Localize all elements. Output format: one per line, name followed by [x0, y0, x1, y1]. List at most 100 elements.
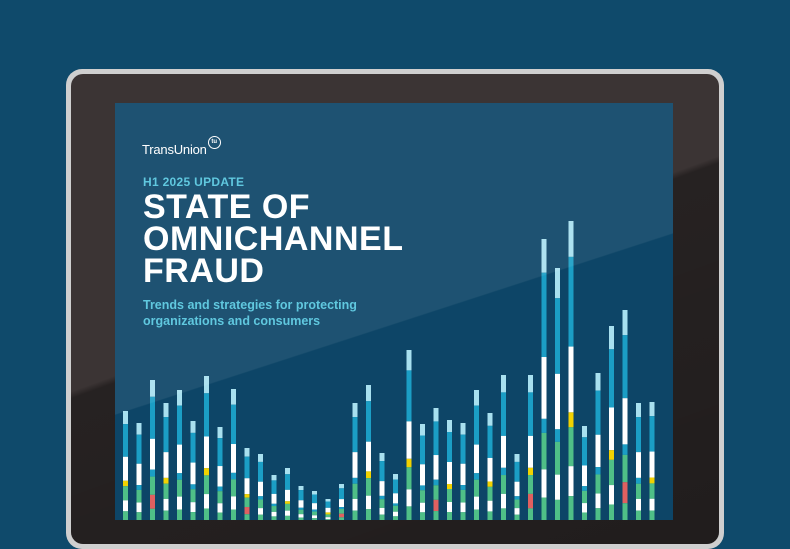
bar-segment [555, 441, 560, 475]
bar-segment [123, 500, 128, 512]
bar-segment [420, 464, 425, 486]
bar-segment [366, 385, 371, 402]
bar-segment [352, 477, 358, 484]
bar-segment [217, 512, 223, 520]
bar-segment [150, 469, 155, 477]
bar-segment [150, 494, 155, 509]
bar-segment [136, 489, 142, 503]
bar-segment [123, 486, 128, 501]
bar-segment [244, 497, 250, 508]
bar-segment [501, 493, 506, 509]
bar-segment [406, 350, 412, 371]
bar-segment [636, 477, 641, 484]
bar-segment [406, 467, 412, 490]
bar-segment [123, 480, 128, 487]
bar-segment [271, 493, 277, 504]
bar-segment [622, 310, 628, 336]
bar-segment [595, 434, 601, 468]
bar-segment [514, 508, 520, 515]
bar-segment [231, 479, 236, 497]
bar-segment [312, 511, 317, 516]
bar-segment [339, 499, 344, 508]
bar-segment [528, 435, 533, 468]
bar-segment [420, 485, 425, 491]
bar-segment [177, 405, 182, 445]
bar-segment [609, 450, 614, 460]
bar-segment [285, 510, 290, 516]
bar-segment [258, 481, 263, 497]
bar-segment [204, 376, 209, 394]
bar-segment [298, 509, 304, 515]
bar-segment [366, 495, 371, 510]
bar-segment [649, 477, 655, 484]
bar-segment [541, 418, 547, 433]
bar-segment [177, 473, 182, 480]
bar-segment [285, 515, 290, 520]
bar-segment [474, 444, 479, 474]
bar-segment [420, 512, 425, 520]
bar-segment [595, 508, 601, 520]
bar-segment [123, 411, 128, 425]
bar-segment [352, 403, 358, 418]
bar-segment [460, 485, 466, 490]
bar-segment [447, 489, 452, 502]
bar-segment [379, 507, 385, 515]
bar-segment [258, 496, 263, 500]
bar-segment [298, 490, 304, 501]
bar-segment [609, 349, 614, 408]
bar-segment [582, 426, 587, 438]
bar-segment [433, 511, 439, 520]
bar-segment [325, 517, 331, 520]
title-line: FRAUD [143, 252, 265, 290]
bar-segment [636, 403, 641, 418]
report-cover: TransUnion tu H1 2025 UPDATE STATE OF OM… [115, 103, 673, 520]
bar-segment [271, 503, 277, 507]
bar-segment [595, 493, 601, 509]
bar-segment [217, 503, 223, 513]
bar-segment [609, 459, 614, 486]
bar-segment [568, 256, 574, 347]
bar-segment [541, 272, 547, 358]
bar-segment [325, 514, 331, 518]
bar-segment [298, 486, 304, 491]
bar-segment [163, 403, 169, 418]
transunion-logo: TransUnion tu [142, 136, 221, 157]
bar-segment [136, 463, 142, 486]
bar-segment [568, 496, 574, 520]
bar-segment [541, 239, 547, 273]
bar-segment [447, 502, 452, 512]
bar-segment [312, 494, 317, 504]
bar-segment [312, 509, 317, 512]
bar-segment [352, 510, 358, 520]
bar-segment [393, 493, 398, 504]
bar-segment [271, 506, 277, 512]
bar-segment [582, 486, 587, 491]
bar-segment [379, 453, 385, 462]
bar-segment [474, 509, 479, 520]
bar-segment [420, 435, 425, 465]
bar-segment [150, 396, 155, 439]
bar-segment [163, 510, 169, 520]
bar-segment [379, 499, 385, 508]
bar-segment [433, 408, 439, 422]
bar-segment [190, 502, 196, 513]
bar-segment [244, 456, 250, 479]
bar-segment [514, 514, 520, 520]
bar-segment [393, 511, 398, 517]
bar-segment [393, 474, 398, 480]
bar-segment [595, 373, 601, 391]
bar-segment [501, 435, 506, 468]
bar-segment [474, 473, 479, 480]
bar-segment [636, 498, 641, 511]
bar-segment [339, 509, 344, 514]
bar-segment [474, 496, 479, 510]
bar-segment [393, 503, 398, 506]
bar-segment [609, 407, 614, 451]
bar-segment [366, 509, 371, 520]
bar-segment [528, 375, 533, 393]
bar-segment [312, 491, 317, 495]
bar-segment [244, 478, 250, 495]
bar-segment [136, 434, 142, 464]
bar-segment [298, 507, 304, 510]
bar-segment [190, 484, 196, 490]
